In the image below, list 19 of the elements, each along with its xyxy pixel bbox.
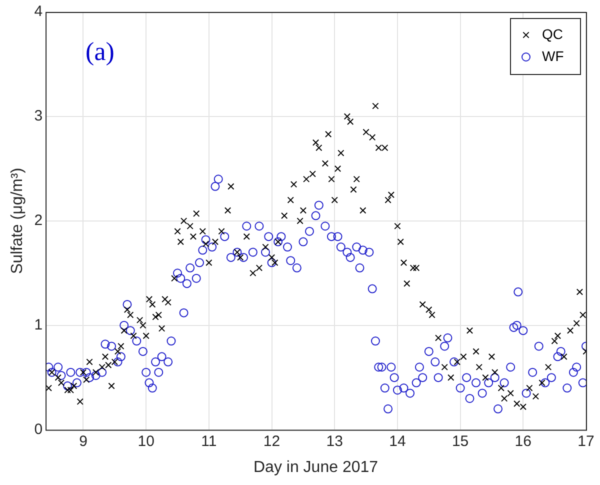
y-tick-label: 1 — [34, 316, 43, 334]
annotation: (a) — [86, 36, 114, 66]
x-tick-label: 14 — [389, 432, 406, 450]
legend-label: WF — [542, 48, 564, 64]
x-tick-label: 17 — [578, 432, 594, 450]
y-tick-label: 0 — [34, 420, 43, 438]
y-tick-label: 3 — [34, 108, 43, 125]
y-tick-label: 4 — [34, 3, 43, 20]
x-tick-label: 15 — [452, 432, 469, 450]
x-tick-label: 13 — [326, 432, 343, 450]
x-tick-label: 11 — [201, 432, 217, 450]
y-axis-title: Sulfate (μg/m³) — [9, 168, 26, 274]
x-tick-label: 12 — [263, 432, 280, 450]
x-tick-label: 9 — [79, 432, 88, 450]
x-axis-title: Day in June 2017 — [254, 458, 378, 476]
legend-label: QC — [542, 26, 563, 42]
x-tick-label: 10 — [138, 432, 154, 450]
y-tick-label: 2 — [34, 212, 43, 230]
x-tick-label: 16 — [514, 432, 532, 450]
